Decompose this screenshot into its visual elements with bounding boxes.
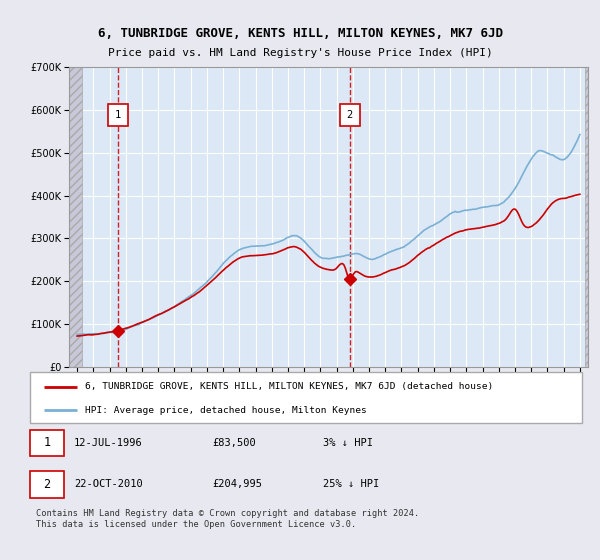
FancyBboxPatch shape — [30, 372, 582, 423]
Text: 2: 2 — [347, 110, 353, 120]
Text: Price paid vs. HM Land Registry's House Price Index (HPI): Price paid vs. HM Land Registry's House … — [107, 48, 493, 58]
Text: 25% ↓ HPI: 25% ↓ HPI — [323, 479, 379, 489]
Text: 12-JUL-1996: 12-JUL-1996 — [74, 438, 143, 448]
Text: 6, TUNBRIDGE GROVE, KENTS HILL, MILTON KEYNES, MK7 6JD: 6, TUNBRIDGE GROVE, KENTS HILL, MILTON K… — [97, 27, 503, 40]
Text: 1: 1 — [44, 436, 50, 449]
Text: £83,500: £83,500 — [212, 438, 256, 448]
Text: 2: 2 — [44, 478, 50, 491]
Text: £204,995: £204,995 — [212, 479, 262, 489]
Text: 6, TUNBRIDGE GROVE, KENTS HILL, MILTON KEYNES, MK7 6JD (detached house): 6, TUNBRIDGE GROVE, KENTS HILL, MILTON K… — [85, 382, 493, 391]
FancyBboxPatch shape — [340, 104, 359, 127]
Text: 3% ↓ HPI: 3% ↓ HPI — [323, 438, 373, 448]
FancyBboxPatch shape — [30, 430, 64, 456]
FancyBboxPatch shape — [30, 471, 64, 498]
Text: HPI: Average price, detached house, Milton Keynes: HPI: Average price, detached house, Milt… — [85, 405, 367, 415]
Text: 1: 1 — [115, 110, 121, 120]
Text: 22-OCT-2010: 22-OCT-2010 — [74, 479, 143, 489]
Text: Contains HM Land Registry data © Crown copyright and database right 2024.
This d: Contains HM Land Registry data © Crown c… — [35, 510, 419, 529]
FancyBboxPatch shape — [109, 104, 128, 127]
